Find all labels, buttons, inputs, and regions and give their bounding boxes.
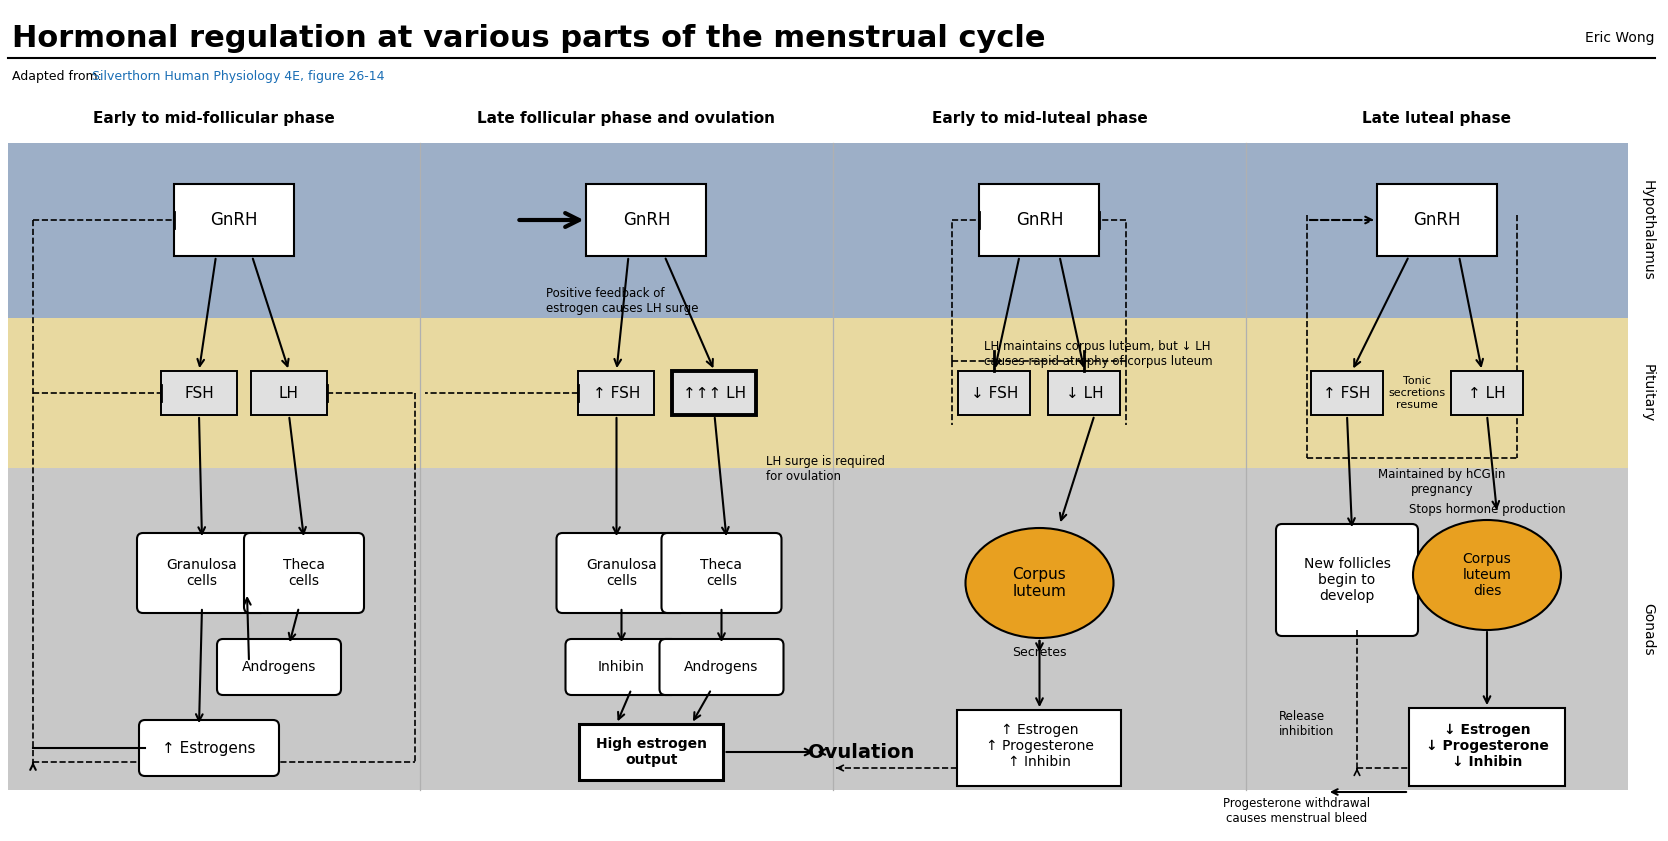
Bar bbox=[957, 710, 1121, 786]
Text: Adapted from:: Adapted from: bbox=[12, 70, 105, 82]
Bar bbox=[1378, 184, 1496, 256]
Bar bbox=[250, 371, 327, 415]
Text: Maintained by hCG in
pregnancy: Maintained by hCG in pregnancy bbox=[1378, 468, 1506, 496]
Text: ↓ FSH: ↓ FSH bbox=[971, 385, 1017, 400]
Text: ↓ Estrogen
↓ Progesterone
↓ Inhibin: ↓ Estrogen ↓ Progesterone ↓ Inhibin bbox=[1426, 722, 1548, 770]
FancyBboxPatch shape bbox=[217, 639, 340, 695]
Text: Granulosa
cells: Granulosa cells bbox=[585, 558, 657, 588]
Text: New follicles
begin to
develop: New follicles begin to develop bbox=[1304, 557, 1391, 603]
Text: Androgens: Androgens bbox=[684, 660, 759, 674]
Bar bbox=[1311, 371, 1383, 415]
Bar bbox=[672, 371, 757, 415]
Text: Corpus
luteum
dies: Corpus luteum dies bbox=[1463, 552, 1511, 598]
Bar bbox=[1049, 371, 1121, 415]
Text: Pituitary: Pituitary bbox=[1641, 364, 1655, 422]
FancyBboxPatch shape bbox=[557, 533, 687, 613]
FancyBboxPatch shape bbox=[244, 533, 364, 613]
FancyBboxPatch shape bbox=[1276, 524, 1418, 636]
Bar bbox=[587, 184, 707, 256]
Text: Release
inhibition: Release inhibition bbox=[1279, 710, 1334, 738]
Bar bbox=[1409, 708, 1565, 786]
Text: ↑ FSH: ↑ FSH bbox=[592, 385, 641, 400]
Text: Late follicular phase and ovulation: Late follicular phase and ovulation bbox=[477, 110, 776, 125]
Text: Hormonal regulation at various parts of the menstrual cycle: Hormonal regulation at various parts of … bbox=[12, 24, 1046, 52]
Text: Stops hormone production: Stops hormone production bbox=[1409, 504, 1565, 516]
Text: Positive feedback of
estrogen causes LH surge: Positive feedback of estrogen causes LH … bbox=[547, 287, 699, 315]
Text: ↑ FSH: ↑ FSH bbox=[1323, 385, 1371, 400]
Text: Corpus
luteum: Corpus luteum bbox=[1012, 567, 1066, 599]
Text: LH surge is required
for ovulation: LH surge is required for ovulation bbox=[767, 455, 886, 483]
FancyBboxPatch shape bbox=[662, 533, 782, 613]
FancyBboxPatch shape bbox=[565, 639, 677, 695]
Bar bbox=[959, 371, 1031, 415]
Bar bbox=[8, 468, 1628, 790]
Ellipse shape bbox=[966, 528, 1114, 638]
Bar bbox=[173, 184, 294, 256]
Text: Tonic
secretions
resume: Tonic secretions resume bbox=[1388, 377, 1446, 410]
Text: Progesterone withdrawal
causes menstrual bleed: Progesterone withdrawal causes menstrual… bbox=[1223, 797, 1371, 825]
Text: LH: LH bbox=[279, 385, 299, 400]
Text: Ovulation: Ovulation bbox=[809, 743, 914, 761]
Text: ↓ LH: ↓ LH bbox=[1066, 385, 1103, 400]
Text: Hypothalamus: Hypothalamus bbox=[1641, 180, 1655, 281]
Text: Eric Wong: Eric Wong bbox=[1586, 31, 1655, 45]
Text: Gonads: Gonads bbox=[1641, 603, 1655, 655]
Ellipse shape bbox=[1413, 520, 1561, 630]
Text: Late luteal phase: Late luteal phase bbox=[1363, 110, 1511, 125]
Text: Theca
cells: Theca cells bbox=[284, 558, 325, 588]
Bar bbox=[8, 318, 1628, 468]
Text: Inhibin: Inhibin bbox=[599, 660, 646, 674]
Bar bbox=[579, 371, 654, 415]
Bar bbox=[979, 184, 1099, 256]
Text: ↑ Estrogens: ↑ Estrogens bbox=[162, 740, 255, 755]
Text: GnRH: GnRH bbox=[1016, 211, 1063, 229]
Bar bbox=[8, 143, 1628, 318]
Text: Early to mid-luteal phase: Early to mid-luteal phase bbox=[932, 110, 1148, 125]
Text: GnRH: GnRH bbox=[622, 211, 671, 229]
Text: Theca
cells: Theca cells bbox=[701, 558, 742, 588]
Text: FSH: FSH bbox=[183, 385, 214, 400]
FancyBboxPatch shape bbox=[137, 533, 267, 613]
Bar bbox=[579, 724, 724, 780]
Text: Early to mid-follicular phase: Early to mid-follicular phase bbox=[93, 110, 335, 125]
Text: Secretes: Secretes bbox=[1012, 647, 1068, 659]
Text: ↑ LH: ↑ LH bbox=[1468, 385, 1506, 400]
Text: LH maintains corpus luteum, but ↓ LH
causes rapid atrophy of corpus luteum: LH maintains corpus luteum, but ↓ LH cau… bbox=[984, 340, 1213, 368]
Text: Granulosa
cells: Granulosa cells bbox=[167, 558, 237, 588]
Text: GnRH: GnRH bbox=[1413, 211, 1461, 229]
FancyBboxPatch shape bbox=[659, 639, 784, 695]
Bar bbox=[1451, 371, 1523, 415]
Text: ↑↑↑ LH: ↑↑↑ LH bbox=[682, 385, 746, 400]
Text: High estrogen
output: High estrogen output bbox=[595, 737, 707, 767]
FancyBboxPatch shape bbox=[138, 720, 279, 776]
Text: GnRH: GnRH bbox=[210, 211, 259, 229]
Bar bbox=[162, 371, 237, 415]
Text: Silverthorn Human Physiology 4E, figure 26-14: Silverthorn Human Physiology 4E, figure … bbox=[92, 70, 385, 82]
Text: ↑ Estrogen
↑ Progesterone
↑ Inhibin: ↑ Estrogen ↑ Progesterone ↑ Inhibin bbox=[986, 722, 1094, 770]
Text: Androgens: Androgens bbox=[242, 660, 317, 674]
